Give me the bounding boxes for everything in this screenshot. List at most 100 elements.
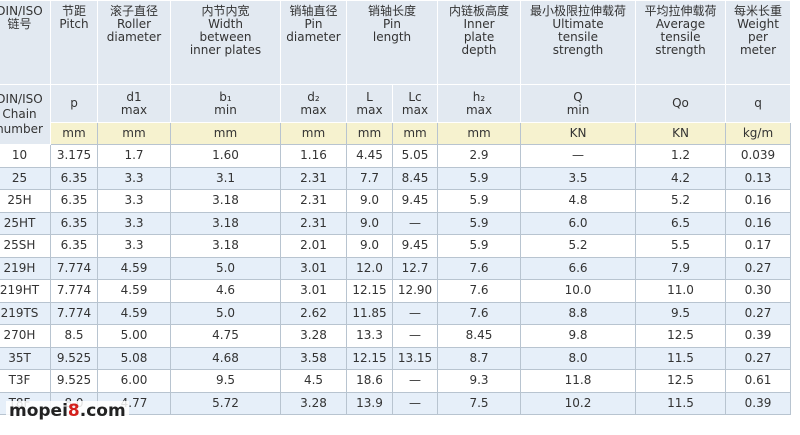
data-cell: 3.18 — [170, 211, 281, 235]
data-cell: 12.5 — [635, 324, 727, 348]
data-cell: 6.35 — [50, 234, 98, 258]
data-cell: 12.5 — [635, 369, 727, 393]
data-cell: 4.68 — [170, 346, 281, 370]
cell-line: Pitch — [59, 17, 89, 31]
cell-line: Roller — [116, 17, 152, 31]
watermark-text: mopei — [9, 401, 68, 421]
data-cell: — — [391, 301, 439, 325]
data-cell: 11.0 — [635, 279, 727, 303]
data-cell: 10 — [0, 144, 51, 168]
data-row: 25SH 6.35 3.3 3.18 2.01 9.0 9.45 5.9 5.2 5.5 0.17 — [0, 234, 792, 258]
data-cell: 7.6 — [437, 256, 522, 280]
data-cell: 9.525 — [50, 369, 98, 393]
data-cell: 12.7 — [391, 256, 439, 280]
cell-line: max — [356, 102, 383, 117]
data-cell: 5.9 — [437, 166, 522, 190]
data-cell: 3.3 — [97, 189, 171, 213]
data-cell: 25HT — [0, 211, 51, 235]
data-cell: 7.7 — [346, 166, 393, 190]
data-cell: 1.2 — [635, 144, 727, 168]
data-cell: 0.27 — [725, 256, 792, 280]
data-row: 219H 7.774 4.59 5.0 3.01 12.0 12.7 7.6 6.6 7.9 0.2… — [0, 256, 792, 280]
symbol-cell: p — [50, 84, 98, 123]
data-cell: 13.15 — [391, 346, 439, 370]
cell-line: diameter — [286, 30, 341, 44]
data-cell: 18.6 — [346, 369, 393, 393]
cell-line: max — [300, 102, 327, 117]
cell-line: d₂ — [307, 89, 320, 104]
symbol-cell: Lc max — [391, 84, 439, 123]
data-cell: T3F — [0, 369, 51, 393]
data-cell: 0.27 — [725, 346, 792, 370]
data-cell: 3.3 — [97, 234, 171, 258]
data-cell: 5.9 — [437, 234, 522, 258]
unit-cell: KN — [520, 122, 637, 145]
cell-line: 滚子直径 — [109, 4, 158, 18]
cell-line: Q — [573, 89, 583, 104]
data-cell: 5.2 — [635, 189, 727, 213]
symbol-cell: q — [725, 84, 792, 123]
symbol-cell: b₁ min — [170, 84, 281, 123]
data-cell: 8.0 — [520, 346, 637, 370]
header-cell: 每米长重 Weight per meter — [725, 0, 792, 85]
cell-line: Pin — [383, 17, 401, 31]
data-cell: 13.9 — [346, 391, 393, 415]
data-cell: — — [520, 144, 637, 168]
data-cell: 7.774 — [50, 279, 98, 303]
unit-cell: mm — [170, 122, 281, 145]
data-cell: 8.5 — [50, 324, 98, 348]
cell-line: L — [366, 89, 373, 104]
data-cell: 6.6 — [520, 256, 637, 280]
data-row: 25 6.35 3.3 3.1 2.31 7.7 8.45 5.9 3.5 4.2 0.13 — [0, 166, 792, 190]
data-row: T3F 9.525 6.00 9.5 4.5 18.6—9.3 11.8 12.5 0.61 — [0, 369, 792, 393]
cell-line: plate — [463, 30, 495, 44]
cell-line: Ultimate — [552, 17, 604, 31]
cell-line: between — [199, 30, 252, 44]
data-cell: 12.15 — [346, 279, 393, 303]
data-cell: 8.45 — [391, 166, 439, 190]
cell-line: 销轴直径 — [289, 4, 338, 18]
data-cell: 219HT — [0, 279, 51, 303]
data-cell: 9.8 — [520, 324, 637, 348]
data-cell: 10.2 — [520, 391, 637, 415]
data-cell: 9.0 — [346, 189, 393, 213]
data-cell: 9.5 — [170, 369, 281, 393]
data-cell: 6.35 — [50, 166, 98, 190]
data-cell: 3.1 — [170, 166, 281, 190]
data-cell: 3.175 — [50, 144, 98, 168]
watermark-text: .com — [79, 401, 126, 421]
data-cell: 35T — [0, 346, 51, 370]
data-cell: 0.16 — [725, 189, 792, 213]
cell-line: 内节内宽 — [201, 4, 250, 18]
data-cell: 7.9 — [635, 256, 727, 280]
data-row: 25HT 6.35 3.3 3.18 2.31 9.0—5.9 6.0 6.5 0.16 — [0, 211, 792, 235]
data-cell: 25 — [0, 166, 51, 190]
data-cell: 3.28 — [280, 324, 347, 348]
data-cell: 3.28 — [280, 391, 347, 415]
unit-cell: KN — [635, 122, 727, 145]
watermark: mopei8.com — [6, 401, 129, 421]
data-cell: 7.6 — [437, 301, 522, 325]
data-cell: 2.62 — [280, 301, 347, 325]
header-row: DIN/ISO 链号 节距 Pitch 滚子直径 Roller diameter 内节内宽 Wi… — [0, 0, 792, 85]
header-cell: 内节内宽 Width between inner plates — [170, 0, 281, 85]
data-cell: 0.039 — [725, 144, 792, 168]
data-cell: 3.5 — [520, 166, 637, 190]
data-cell: 0.61 — [725, 369, 792, 393]
data-cell: 5.0 — [170, 301, 281, 325]
data-cell: 8.7 — [437, 346, 522, 370]
data-cell: 4.2 — [635, 166, 727, 190]
data-cell: — — [391, 391, 439, 415]
symbol-cell: h₂ max — [437, 84, 522, 123]
cell-line: Inner — [463, 17, 495, 31]
cell-line: Weight — [737, 17, 779, 31]
data-cell: 4.75 — [170, 324, 281, 348]
cell-line: max — [120, 102, 148, 117]
cell-line: per — [748, 30, 768, 44]
data-cell: 0.27 — [725, 301, 792, 325]
data-row: 10 3.175 1.7 1.60 1.16 4.45 5.05 2.9—1.2 0.039 — [0, 144, 792, 168]
cell-line: 最小极限拉伸载荷 — [530, 4, 627, 18]
cell-line: d1 — [126, 89, 142, 104]
data-cell: 5.08 — [97, 346, 171, 370]
